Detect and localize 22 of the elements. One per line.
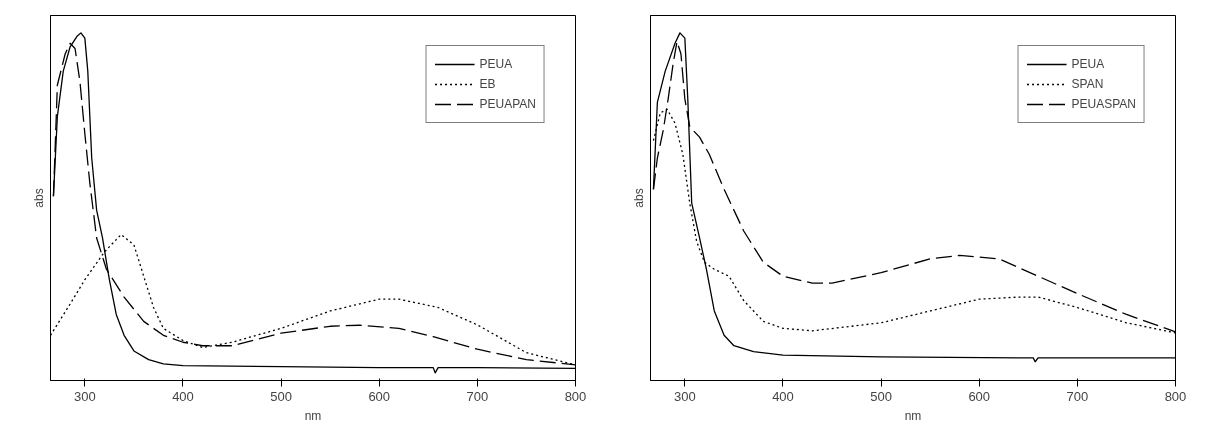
legend-label: PEUA	[1071, 57, 1105, 71]
legend-label: SPAN	[1071, 77, 1104, 91]
legend-label: PEUA	[479, 57, 513, 71]
x-tick-label: 500	[870, 388, 892, 404]
x-tick-label: 300	[74, 388, 96, 404]
x-tick-label: 800	[1164, 388, 1187, 404]
x-tick-label: 700	[1066, 388, 1089, 404]
x-tick-label: 600	[368, 388, 391, 404]
x-axis-title: nm	[904, 408, 922, 423]
x-tick-label: 300	[674, 388, 696, 404]
legend-label: EB	[479, 77, 497, 91]
x-tick-label: 400	[772, 388, 794, 404]
x-tick-label: 500	[270, 388, 292, 404]
legend-label: PEUAPAN	[479, 97, 536, 111]
x-tick-label: 600	[968, 388, 991, 404]
x-tick-label: 400	[172, 388, 194, 404]
x-tick-label: 800	[564, 388, 587, 404]
y-axis-title: abs	[631, 188, 646, 208]
x-tick-label: 700	[466, 388, 489, 404]
y-axis-title: abs	[31, 188, 46, 208]
legend-label: PEUASPAN	[1071, 97, 1136, 111]
x-axis-title: nm	[304, 408, 322, 423]
